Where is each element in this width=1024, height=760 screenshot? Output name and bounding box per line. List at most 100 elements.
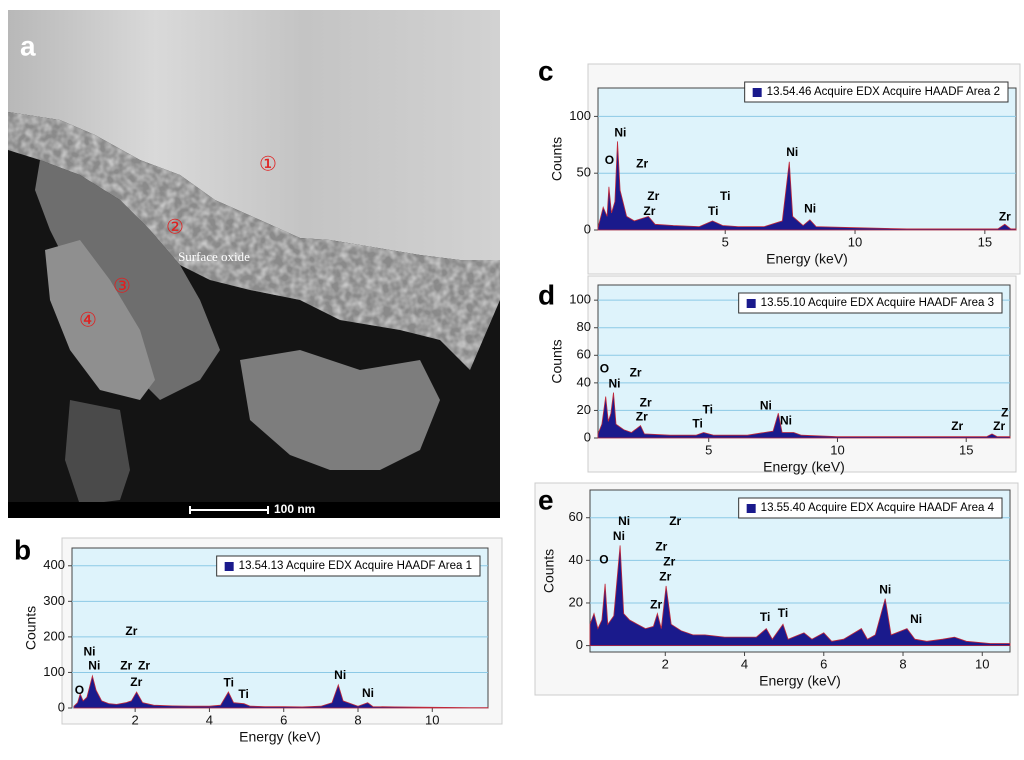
legend: 13.55.40 Acquire EDX Acquire HAADF Area … — [738, 497, 1003, 519]
peak-label: Zr — [120, 659, 132, 673]
peak-label: Ti — [238, 687, 248, 701]
y-tick-label: 40 — [577, 374, 591, 389]
chart: 0 20 40 60 2 4 6 8 10 Energy (keV) Counts 13.55.40 … — [534, 482, 1019, 696]
chart: 0 100 200 300 400 2 4 6 8 10 Energy (keV) Counts 13.… — [23, 537, 503, 745]
legend-label: 13.54.46 Acquire EDX Acquire HAADF Area … — [767, 86, 1000, 98]
peak-label: Zr — [650, 597, 662, 611]
peak-label: Zr — [655, 540, 667, 554]
y-tick-label: 100 — [569, 292, 591, 307]
y-tick-label: 100 — [43, 664, 65, 679]
peak-label: Ti — [224, 676, 234, 690]
legend-label: 13.55.40 Acquire EDX Acquire HAADF Area … — [761, 502, 995, 514]
peak-label: Zr — [138, 659, 150, 673]
peak-label: O — [605, 153, 614, 167]
y-tick-label: 20 — [577, 402, 591, 417]
peak-label: Z — [1001, 405, 1008, 419]
peak-label: Zr — [663, 555, 675, 569]
x-tick-label: 8 — [354, 712, 361, 727]
peak-label: Ni — [780, 414, 792, 428]
peak-label: Zr — [993, 419, 1005, 433]
legend: 13.54.13 Acquire EDX Acquire HAADF Area … — [216, 555, 481, 577]
peak-label: Ti — [760, 610, 770, 624]
panel-label: d — [538, 279, 555, 310]
y-tick-label: 200 — [43, 628, 65, 643]
x-tick-label: 15 — [959, 442, 973, 457]
peak-label: Zr — [630, 365, 642, 379]
y-tick-label: 40 — [569, 552, 583, 567]
x-tick-label: 4 — [741, 656, 748, 671]
spectrum — [597, 141, 1017, 231]
x-tick-label: 2 — [662, 656, 669, 671]
x-tick-label: 6 — [280, 712, 287, 727]
peak-label: Zr — [640, 396, 652, 410]
legend-swatch — [746, 299, 756, 308]
legend-label: 13.55.10 Acquire EDX Acquire HAADF Area … — [761, 297, 994, 309]
peak-label: Ni — [362, 686, 374, 700]
y-axis-title: Counts — [549, 137, 565, 181]
y-tick-label: 400 — [43, 557, 65, 572]
legend: 13.54.46 Acquire EDX Acquire HAADF Area … — [744, 81, 1009, 103]
peak-label: Ni — [786, 145, 798, 159]
y-tick-label: 60 — [569, 509, 583, 524]
x-axis-title: Energy (keV) — [759, 673, 841, 689]
x-tick-label: 15 — [978, 234, 992, 249]
peak-label: Zr — [659, 570, 671, 584]
y-tick-label: 0 — [58, 699, 65, 714]
legend: 13.55.10 Acquire EDX Acquire HAADF Area … — [738, 292, 1003, 314]
peak-label: Ni — [760, 398, 772, 412]
region-marker: ② — [166, 216, 184, 238]
peak-label: O — [600, 361, 609, 375]
chart: 0 20 40 60 80 100 5 10 15 Energy (keV) Counts 13.55… — [549, 275, 1017, 475]
x-tick-label: 2 — [132, 712, 139, 727]
peak-label: Ni — [804, 202, 816, 216]
y-tick-label: 0 — [576, 637, 583, 652]
region-marker: ① — [259, 153, 277, 175]
x-axis-title: Energy (keV) — [766, 251, 848, 267]
peak-label: Ni — [614, 126, 626, 140]
panel-label: c — [538, 55, 554, 86]
y-tick-label: 60 — [577, 347, 591, 362]
legend-box — [738, 497, 1003, 519]
peak-label: Ti — [702, 403, 712, 417]
legend-swatch — [752, 88, 762, 97]
peak-label: Zr — [951, 419, 963, 433]
plot-area — [597, 87, 1017, 231]
peak-label: Ni — [83, 644, 95, 658]
peak-label: Ni — [613, 529, 625, 543]
peak-label: Zr — [647, 189, 659, 203]
x-tick-label: 6 — [820, 656, 827, 671]
peak-label: Zr — [643, 204, 655, 218]
x-tick-label: 5 — [722, 234, 729, 249]
legend-swatch — [746, 504, 756, 513]
legend-swatch — [224, 562, 234, 571]
x-tick-label: 8 — [899, 656, 906, 671]
peak-label: Ni — [910, 612, 922, 626]
peak-label: Ti — [720, 189, 730, 203]
scale-bar-label: 100 nm — [274, 502, 315, 516]
chart: 0 50 100 5 10 15 Energy (keV) Counts 13.54.46 Ac… — [549, 63, 1021, 275]
y-tick-label: 0 — [584, 221, 591, 236]
peak-label: O — [599, 553, 608, 567]
x-tick-label: 4 — [206, 712, 213, 727]
micrograph — [8, 10, 500, 518]
peak-label: Ni — [608, 376, 620, 390]
peak-label: Ni — [88, 659, 100, 673]
y-axis-title: Counts — [23, 606, 39, 650]
x-tick-label: 10 — [848, 234, 862, 249]
x-axis-title: Energy (keV) — [239, 729, 321, 745]
peak-label: Ni — [334, 668, 346, 682]
x-axis-title: Energy (keV) — [763, 459, 845, 475]
y-tick-label: 100 — [569, 108, 591, 123]
legend-box — [216, 555, 481, 577]
peak-label: Zr — [636, 409, 648, 423]
region-marker: ④ — [79, 309, 97, 331]
y-axis-title: Counts — [541, 549, 557, 593]
x-tick-label: 10 — [830, 442, 844, 457]
panel-label: b — [14, 534, 31, 565]
y-tick-label: 50 — [577, 165, 591, 180]
panel-label: a — [20, 30, 36, 61]
legend-box — [738, 292, 1003, 314]
panel-label: e — [538, 484, 554, 515]
